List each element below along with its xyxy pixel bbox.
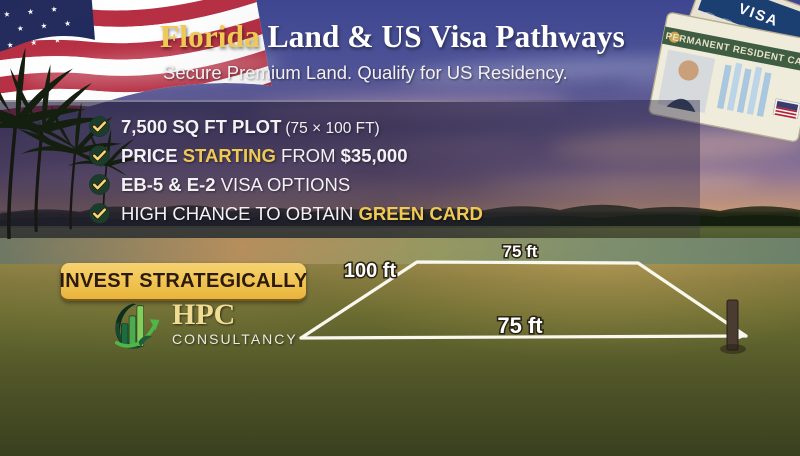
svg-text:75 ft: 75 ft: [503, 242, 538, 261]
svg-text:100 ft: 100 ft: [344, 260, 397, 282]
svg-text:75 ft: 75 ft: [497, 313, 543, 338]
